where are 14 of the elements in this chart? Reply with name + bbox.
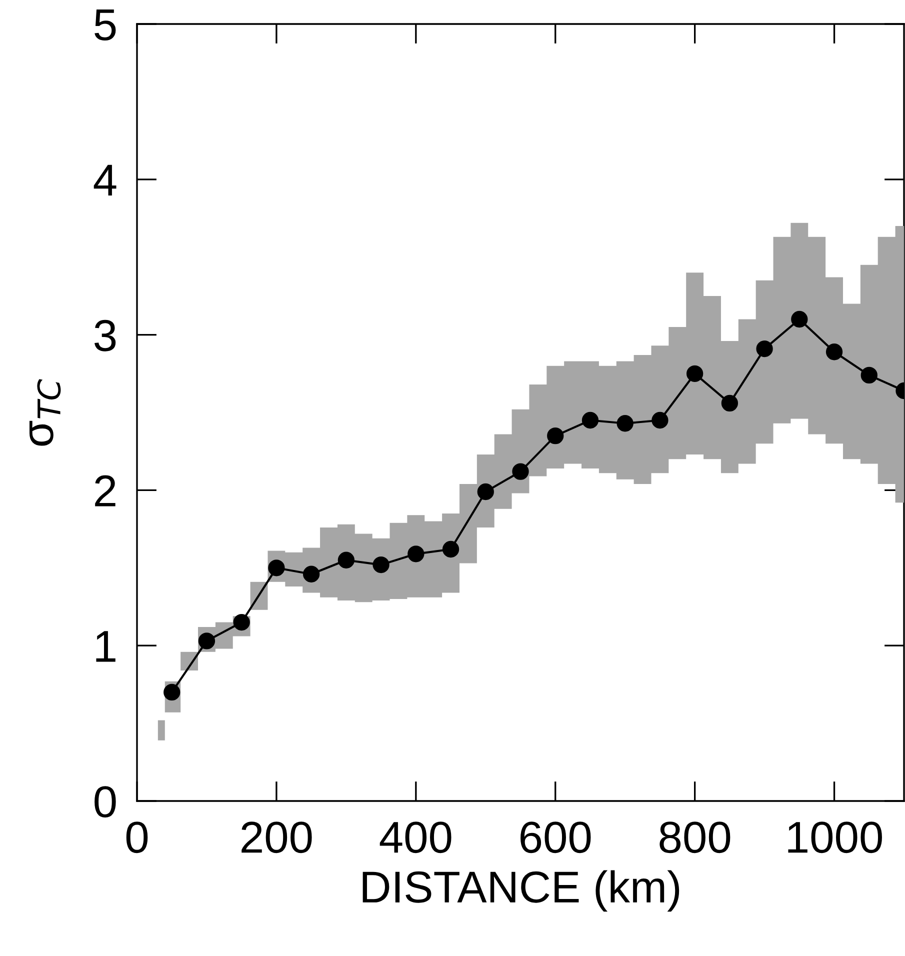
x-tick-label: 400: [380, 822, 452, 854]
x-tick-label: 0: [126, 822, 148, 854]
x-tick-label: 200: [242, 822, 312, 854]
y-tick-label: 1: [96, 631, 116, 662]
y-tick-label: 2: [95, 475, 116, 506]
y-tick-label: 0: [94, 786, 116, 818]
x-tick-label: 800: [660, 822, 730, 854]
y-tick-label: 3: [94, 320, 116, 352]
x-tick-label: 600: [520, 822, 591, 854]
x-tick-label: 1000: [788, 822, 882, 854]
x-axis-title: DISTANCE (km): [362, 870, 680, 912]
y-axis-title: σ$_{TC}$: [30, 379, 61, 446]
y-tick-label: 4: [94, 164, 116, 196]
y-tick-label: 5: [94, 10, 116, 41]
